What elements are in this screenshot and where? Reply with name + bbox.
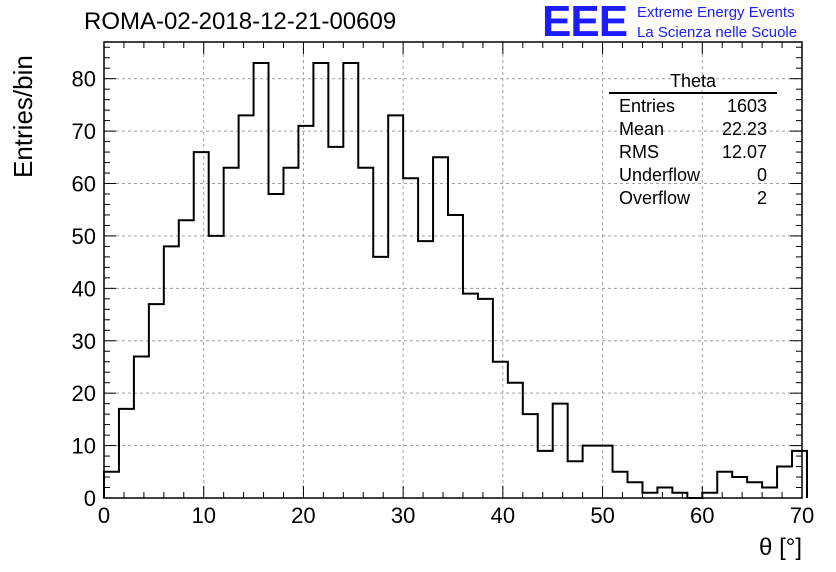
histogram-bin [792, 451, 807, 498]
histogram-bin [328, 147, 343, 498]
histogram-bin [358, 168, 373, 498]
plot-frame [103, 41, 803, 499]
x-tick-label: 10 [191, 503, 215, 528]
histogram-bin [448, 215, 463, 498]
logo-line-1: Extreme Energy Events [637, 4, 795, 21]
histogram-bin [254, 63, 269, 498]
histogram-bin [373, 257, 388, 498]
histogram-bin [239, 115, 254, 498]
histogram-bin [702, 493, 717, 498]
y-axis-label: Entries/bin [8, 55, 38, 178]
stats-row-rms: RMS 12.07 [609, 141, 777, 164]
histogram-bin [119, 409, 134, 498]
x-tick-label: 60 [690, 503, 714, 528]
histogram-bin [164, 246, 179, 498]
histogram-bin [777, 467, 792, 498]
histogram-bin [403, 178, 418, 498]
histogram-bin [298, 126, 313, 498]
stats-box: Theta Entries 1603 Mean 22.23 RMS 12.07 … [609, 70, 777, 210]
histogram-bin [568, 461, 583, 498]
x-tick-label: 30 [391, 503, 415, 528]
stats-title: Theta [609, 70, 777, 94]
histogram-bin [134, 356, 149, 498]
stats-row-overflow: Overflow 2 [609, 187, 777, 210]
stats-label: RMS [619, 142, 659, 162]
histogram-bin [508, 383, 523, 498]
histogram-bin [224, 168, 239, 498]
histogram-bin [628, 482, 643, 498]
x-axis-label: θ [°] [759, 534, 802, 561]
histogram-bin [463, 294, 478, 498]
x-tick-label: 70 [790, 503, 814, 528]
histogram-bin [104, 472, 119, 498]
y-tick-label: 80 [72, 67, 96, 92]
histogram-bin [583, 446, 598, 498]
histogram-bin [538, 451, 553, 498]
stats-value: 1603 [726, 96, 767, 116]
logo-line-2: La Scienza nelle Scuole [637, 24, 798, 41]
y-tick-label: 40 [72, 276, 96, 301]
histogram-bin [642, 493, 657, 498]
histogram-bin [209, 236, 224, 498]
histogram-bin [179, 220, 194, 498]
stats-row-mean: Mean 22.23 [609, 118, 777, 141]
stats-value: 12.07 [721, 142, 767, 162]
histogram-bin [283, 168, 298, 498]
histogram-bin [343, 63, 358, 498]
histogram-bin [747, 482, 762, 498]
histogram-bin [149, 304, 164, 498]
histogram-bin [523, 414, 538, 498]
histogram-bin [732, 477, 747, 498]
eee-logo: EEE [542, 0, 628, 46]
y-tick-label: 50 [72, 224, 96, 249]
x-tick-label: 0 [98, 503, 110, 528]
histogram-bin [717, 472, 732, 498]
y-tick-label: 10 [72, 434, 96, 459]
stats-value: 0 [756, 165, 767, 185]
histogram-bin [269, 194, 284, 498]
y-tick-label: 70 [72, 119, 96, 144]
stats-label: Underflow [619, 165, 701, 185]
y-tick-label: 20 [72, 381, 96, 406]
histogram-bin [672, 493, 687, 498]
histogram-bin [493, 362, 508, 498]
histogram-bin [657, 488, 672, 498]
histogram-bin [433, 157, 448, 498]
chart-title: ROMA-02-2018-12-21-00609 [84, 8, 397, 35]
histogram-bin [388, 115, 403, 498]
stats-label: Entries [619, 96, 676, 116]
histogram-bin [418, 241, 433, 498]
stats-value: 2 [756, 188, 767, 208]
histogram-bin [478, 299, 493, 498]
stats-row-entries: Entries 1603 [609, 95, 777, 118]
stats-value: 22.23 [721, 119, 767, 139]
x-tick-label: 20 [291, 503, 315, 528]
histogram-bin [762, 488, 777, 498]
x-tick-label: 50 [590, 503, 614, 528]
histogram-bin [553, 404, 568, 498]
grid-lines [104, 42, 802, 498]
histogram-bin [194, 152, 209, 498]
histogram-bin [598, 446, 613, 498]
histogram-bin [313, 63, 328, 498]
y-tick-label: 60 [72, 172, 96, 197]
stats-label: Mean [619, 119, 665, 139]
y-tick-label: 0 [84, 486, 96, 511]
x-tick-label: 40 [491, 503, 515, 528]
histogram-bin [613, 472, 628, 498]
stats-row-underflow: Underflow 0 [609, 164, 777, 187]
y-tick-label: 30 [72, 329, 96, 354]
stats-label: Overflow [619, 188, 691, 208]
